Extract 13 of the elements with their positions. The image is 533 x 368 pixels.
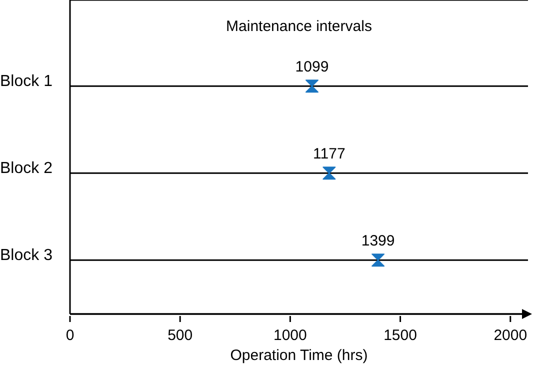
x-axis-title: Operation Time (hrs) [229,347,369,364]
x-tick-label: 0 [66,327,74,344]
text: Maintenance intervals [225,18,373,35]
x-tick-label: 2000 [494,327,528,344]
y-tick-label: Block 1 [0,73,53,90]
x-tick-label: 500 [168,327,193,344]
x-tick-label: 1500 [384,327,417,344]
x-tick-label: 1000 [274,327,307,344]
y-tick-label: Block 3 [0,247,53,264]
y-tick-label: Block 2 [0,160,53,178]
data-label: 1399 [361,232,395,250]
data-label: 1177 [313,146,346,163]
data-label: 1099 [295,58,329,76]
